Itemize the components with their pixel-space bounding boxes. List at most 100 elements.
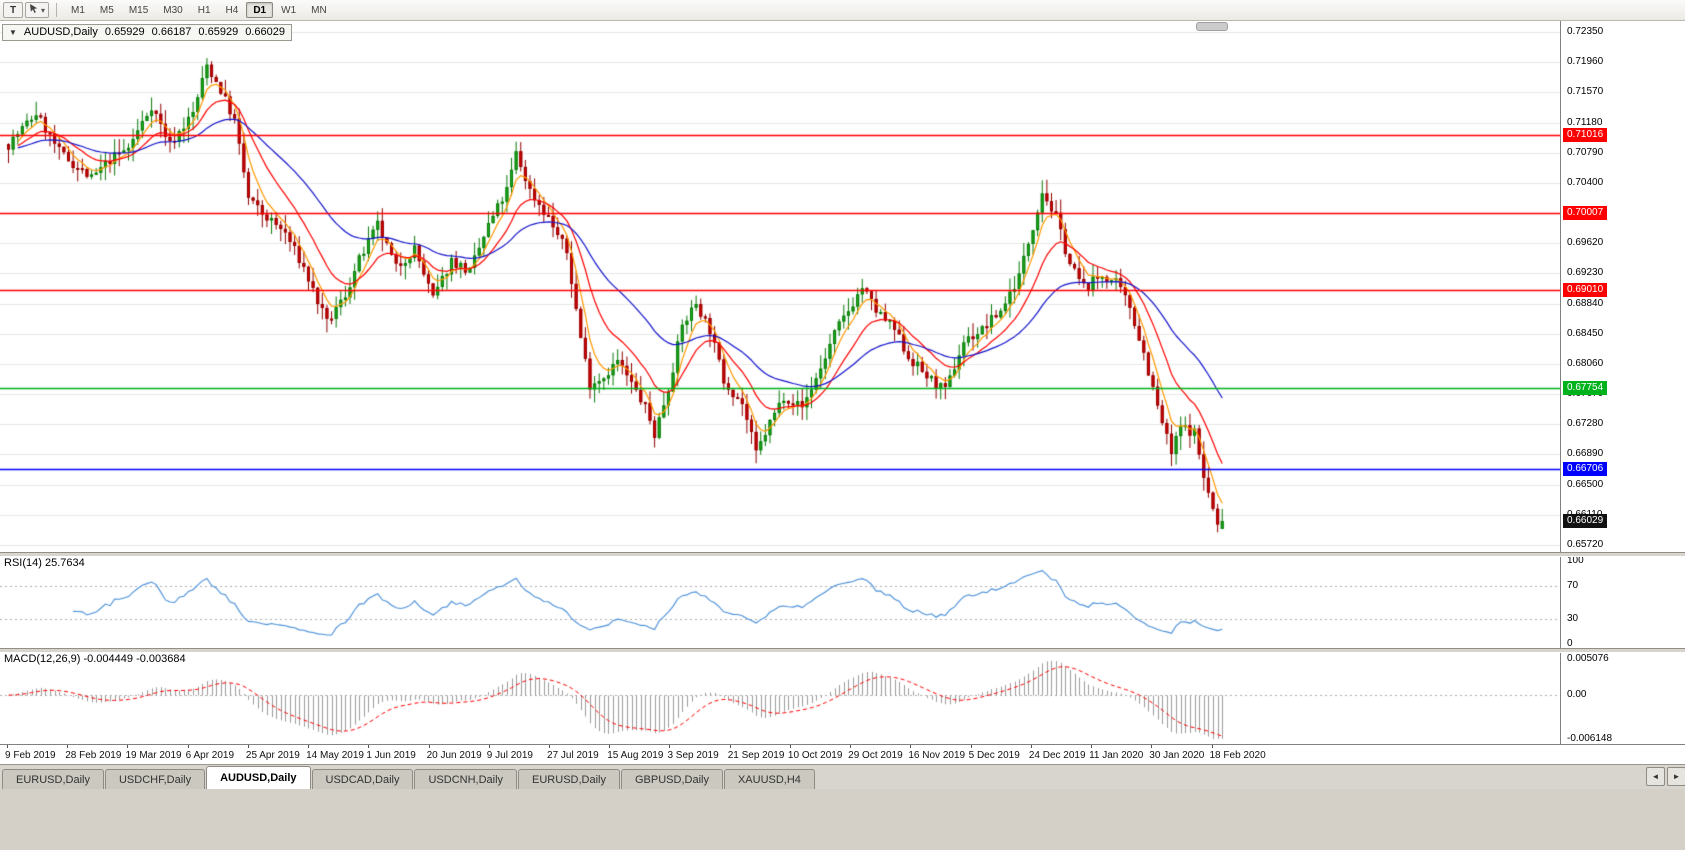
date-axis-tick-mark: [1151, 745, 1152, 748]
price-axis-tick: 0.68840: [1567, 297, 1604, 309]
symbol-title: AUDUSD,Daily: [23, 26, 98, 38]
price-axis[interactable]: 0.72350 0.71960 0.71570 0.71180 0.70790 0.704…: [1560, 20, 1685, 552]
pointer-tool-button[interactable]: T: [3, 2, 23, 18]
date-axis-tick-mark: [790, 745, 791, 748]
date-axis-tick-mark: [1212, 745, 1213, 748]
macd-axis-tick: 0.005076: [1567, 653, 1609, 664]
chart-tab-usdcad-daily[interactable]: USDCAD,Daily: [311, 769, 414, 789]
timeframe-button-h1[interactable]: H1: [191, 2, 218, 18]
bottom-filler: [0, 788, 1685, 850]
date-axis-tick-mark: [67, 745, 68, 748]
level-price-tag: 0.69010: [1563, 283, 1608, 298]
timeframe-button-m15[interactable]: M15: [122, 2, 155, 18]
timeframe-group: M1 M5 M15 M30 H1 H4 D1 W1 MN: [64, 2, 334, 18]
timeframe-button-h4[interactable]: H4: [219, 2, 246, 18]
price-axis-tick: 0.70400: [1567, 176, 1604, 188]
crosshair-tool-button[interactable]: ▾: [25, 2, 50, 18]
date-axis-tick-mark: [1031, 745, 1032, 748]
date-axis-tick-mark: [971, 745, 972, 748]
date-axis-tick-mark: [248, 745, 249, 748]
timeframe-button-w1[interactable]: W1: [274, 2, 303, 18]
main-chart-pane: 0.72350 0.71960 0.71570 0.71180 0.70790 0.704…: [0, 20, 1685, 552]
date-axis-label: 27 Jul 2019: [547, 750, 599, 761]
date-axis-label: 6 Apr 2019: [185, 750, 235, 761]
date-axis-label: 16 Nov 2019: [908, 750, 966, 761]
price-axis-tick: 0.67280: [1567, 418, 1604, 430]
chart-tab-audusd-daily[interactable]: AUDUSD,Daily: [206, 766, 311, 789]
price-axis-tick: 0.68060: [1567, 357, 1604, 369]
ohlc-open: 0.65929: [104, 26, 145, 38]
chart-tab-gbpusd-daily[interactable]: GBPUSD,Daily: [621, 769, 723, 789]
tab-scroll-right-button[interactable]: ►: [1667, 767, 1685, 786]
chart-tab-xauusd-h4[interactable]: XAUUSD,H4: [723, 769, 815, 789]
macd-axis[interactable]: 0.005076 0.00 -0.006148: [1560, 651, 1685, 744]
rsi-axis[interactable]: 100 70 30 0: [1560, 555, 1685, 649]
price-axis-tick: 0.69620: [1567, 237, 1604, 249]
date-axis-label: 1 Jun 2019: [366, 750, 416, 761]
date-axis-tick-mark: [549, 745, 550, 748]
price-axis-tick: 0.65720: [1567, 539, 1604, 550]
date-axis-tick-mark: [308, 745, 309, 748]
timeframe-button-m5[interactable]: M5: [93, 2, 121, 18]
date-axis-label: 3 Sep 2019: [667, 750, 719, 761]
pane-divider[interactable]: [0, 552, 1685, 557]
price-axis-tick: 0.69230: [1567, 267, 1604, 279]
date-axis-tick-mark: [429, 745, 430, 748]
toolbar-separator: [56, 3, 58, 17]
ohlc-high: 0.66187: [151, 26, 192, 38]
macd-label: MACD(12,26,9) -0.004449 -0.003684: [4, 653, 186, 665]
timeframe-button-m1[interactable]: M1: [64, 2, 92, 18]
tab-scroll-left-button[interactable]: ◄: [1646, 767, 1665, 786]
date-axis[interactable]: 9 Feb 2019 28 Feb 2019 19 Mar 2019 6 Apr 20…: [0, 744, 1685, 765]
rsi-axis-tick: 70: [1567, 579, 1579, 591]
date-axis-label: 21 Sep 2019: [727, 750, 785, 761]
price-axis-tick: 0.71180: [1567, 116, 1603, 128]
macd-canvas[interactable]: [0, 651, 1560, 744]
date-axis-label: 18 Feb 2020: [1209, 750, 1266, 761]
rsi-axis-tick: 30: [1567, 613, 1579, 625]
date-axis-tick-mark: [188, 745, 189, 748]
chart-tab-eurusd-daily[interactable]: EURUSD,Daily: [518, 769, 620, 789]
date-axis-tick-mark: [850, 745, 851, 748]
level-price-tag: 0.70007: [1563, 206, 1608, 221]
date-axis-label: 11 Jan 2020: [1089, 750, 1144, 761]
chart-tab-usdcnh-daily[interactable]: USDCNH,Daily: [414, 769, 518, 789]
level-price-tag: 0.67754: [1563, 380, 1608, 395]
main-chart-canvas[interactable]: [0, 20, 1560, 552]
pane-divider[interactable]: [0, 648, 1685, 653]
ohlc-close: 0.66029: [245, 26, 285, 38]
macd-axis-tick: 0.00: [1567, 689, 1587, 701]
tab-scroll-arrows: ◄ ►: [1646, 767, 1685, 786]
price-axis-tick: 0.72350: [1567, 26, 1604, 37]
price-axis-tick: 0.71960: [1567, 56, 1604, 68]
date-axis-tick-mark: [910, 745, 911, 748]
date-axis-label: 24 Dec 2019: [1028, 750, 1086, 761]
date-axis-label: 9 Jul 2019: [486, 750, 533, 761]
crosshair-icon: [29, 3, 39, 17]
price-axis-tick: 0.68450: [1567, 327, 1604, 339]
chart-tabs: EURUSD,Daily USDCHF,Daily AUDUSD,Daily USDC…: [2, 766, 816, 789]
rsi-canvas[interactable]: [0, 555, 1560, 648]
date-axis-tick-mark: [609, 745, 610, 748]
chart-tab-bar: EURUSD,Daily USDCHF,Daily AUDUSD,Daily USDC…: [0, 764, 1685, 789]
chart-scrollbar-thumb[interactable]: [1196, 22, 1228, 31]
ohlc-low: 0.65929: [198, 26, 239, 38]
top-toolbar: T ▾ M1 M5 M15 M30 H1 H4 D1 W1 MN: [0, 0, 1685, 21]
timeframe-button-m30[interactable]: M30: [156, 2, 189, 18]
macd-axis-tick: -0.006148: [1567, 733, 1613, 744]
date-axis-label: 20 Jun 2019: [426, 750, 482, 761]
date-axis-label: 15 Aug 2019: [607, 750, 664, 761]
date-axis-tick-mark: [669, 745, 670, 748]
date-axis-label: 5 Dec 2019: [968, 750, 1020, 761]
chart-symbol-header[interactable]: ▼ AUDUSD,Daily 0.65929 0.66187 0.65929 0…: [2, 24, 292, 41]
chart-tab-usdchf-daily[interactable]: USDCHF,Daily: [104, 769, 206, 789]
timeframe-button-d1[interactable]: D1: [246, 2, 274, 18]
date-axis-label: 14 May 2019: [306, 750, 364, 761]
collapse-icon[interactable]: ▼: [9, 28, 17, 37]
chart-tab-eurusd-daily[interactable]: EURUSD,Daily: [2, 769, 104, 789]
date-axis-label: 29 Oct 2019: [848, 750, 903, 761]
timeframe-button-mn[interactable]: MN: [304, 2, 334, 18]
date-axis-tick-mark: [489, 745, 490, 748]
rsi-axis-tick: 100: [1567, 555, 1584, 566]
